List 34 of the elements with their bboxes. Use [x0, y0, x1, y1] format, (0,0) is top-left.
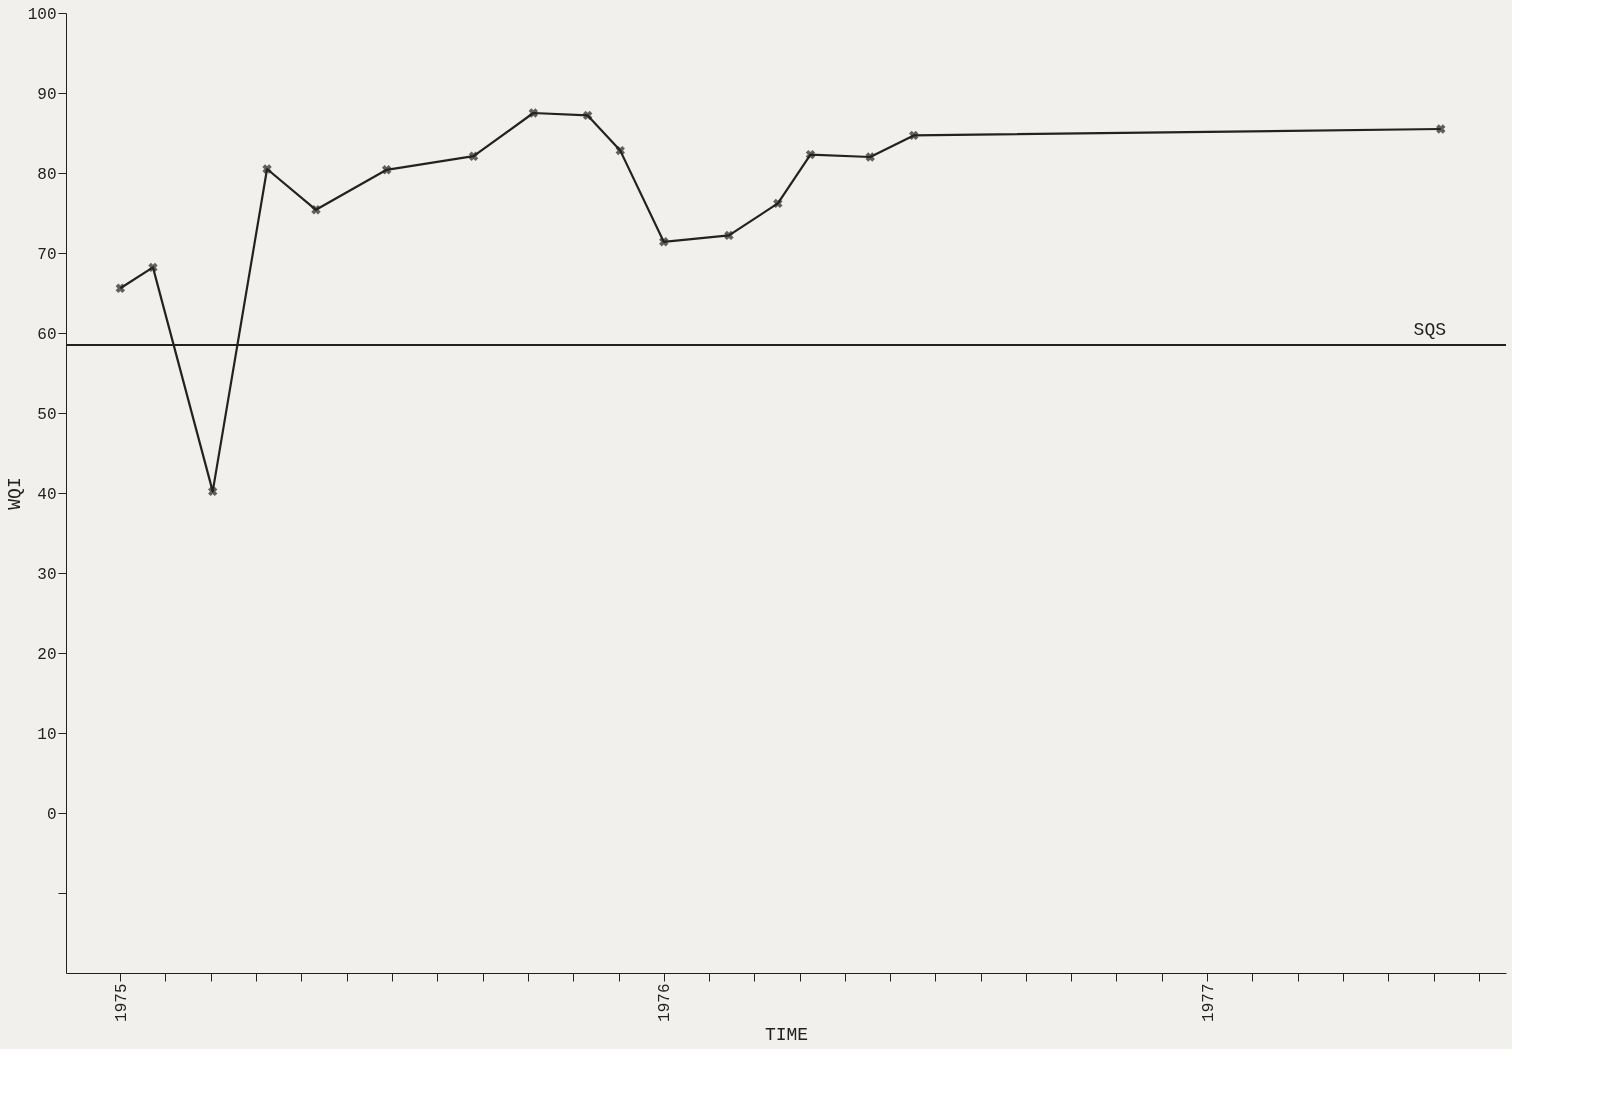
y-tick-label: 20: [37, 645, 57, 664]
point: [865, 152, 875, 162]
x-tick-label: 1977: [1199, 983, 1218, 1022]
y-tick-label: 60: [37, 325, 57, 344]
point: [148, 262, 158, 273]
y-tick-label: 40: [37, 485, 57, 504]
y-tick-label: 30: [37, 565, 57, 584]
point: [615, 145, 625, 156]
point: [262, 164, 272, 174]
point: [582, 110, 593, 121]
point: [1436, 124, 1446, 134]
point: [528, 108, 539, 118]
point: [659, 237, 669, 247]
y-tick-label: 80: [37, 165, 57, 184]
x-tick-label: 1976: [656, 983, 675, 1022]
y-tick-label: 50: [37, 405, 57, 424]
point: [381, 165, 392, 175]
point: [468, 151, 479, 161]
point: [773, 198, 783, 209]
point: [311, 205, 321, 215]
ref-line-label: SQS: [1413, 320, 1446, 340]
y-tick-label: 10: [37, 725, 57, 744]
x-axis-title: TIME: [764, 1024, 809, 1045]
y-tick-label: 70: [37, 245, 57, 264]
y-axis-title: WQI: [4, 477, 25, 510]
point: [208, 486, 218, 497]
x-tick-label: 1975: [112, 983, 131, 1022]
point: [115, 283, 126, 293]
y-tick-label: 90: [37, 85, 57, 104]
point: [805, 149, 816, 160]
y-tick-label: 0: [46, 805, 57, 824]
y-tick-label: 100: [27, 5, 57, 24]
point: [909, 130, 919, 141]
point: [724, 230, 734, 241]
